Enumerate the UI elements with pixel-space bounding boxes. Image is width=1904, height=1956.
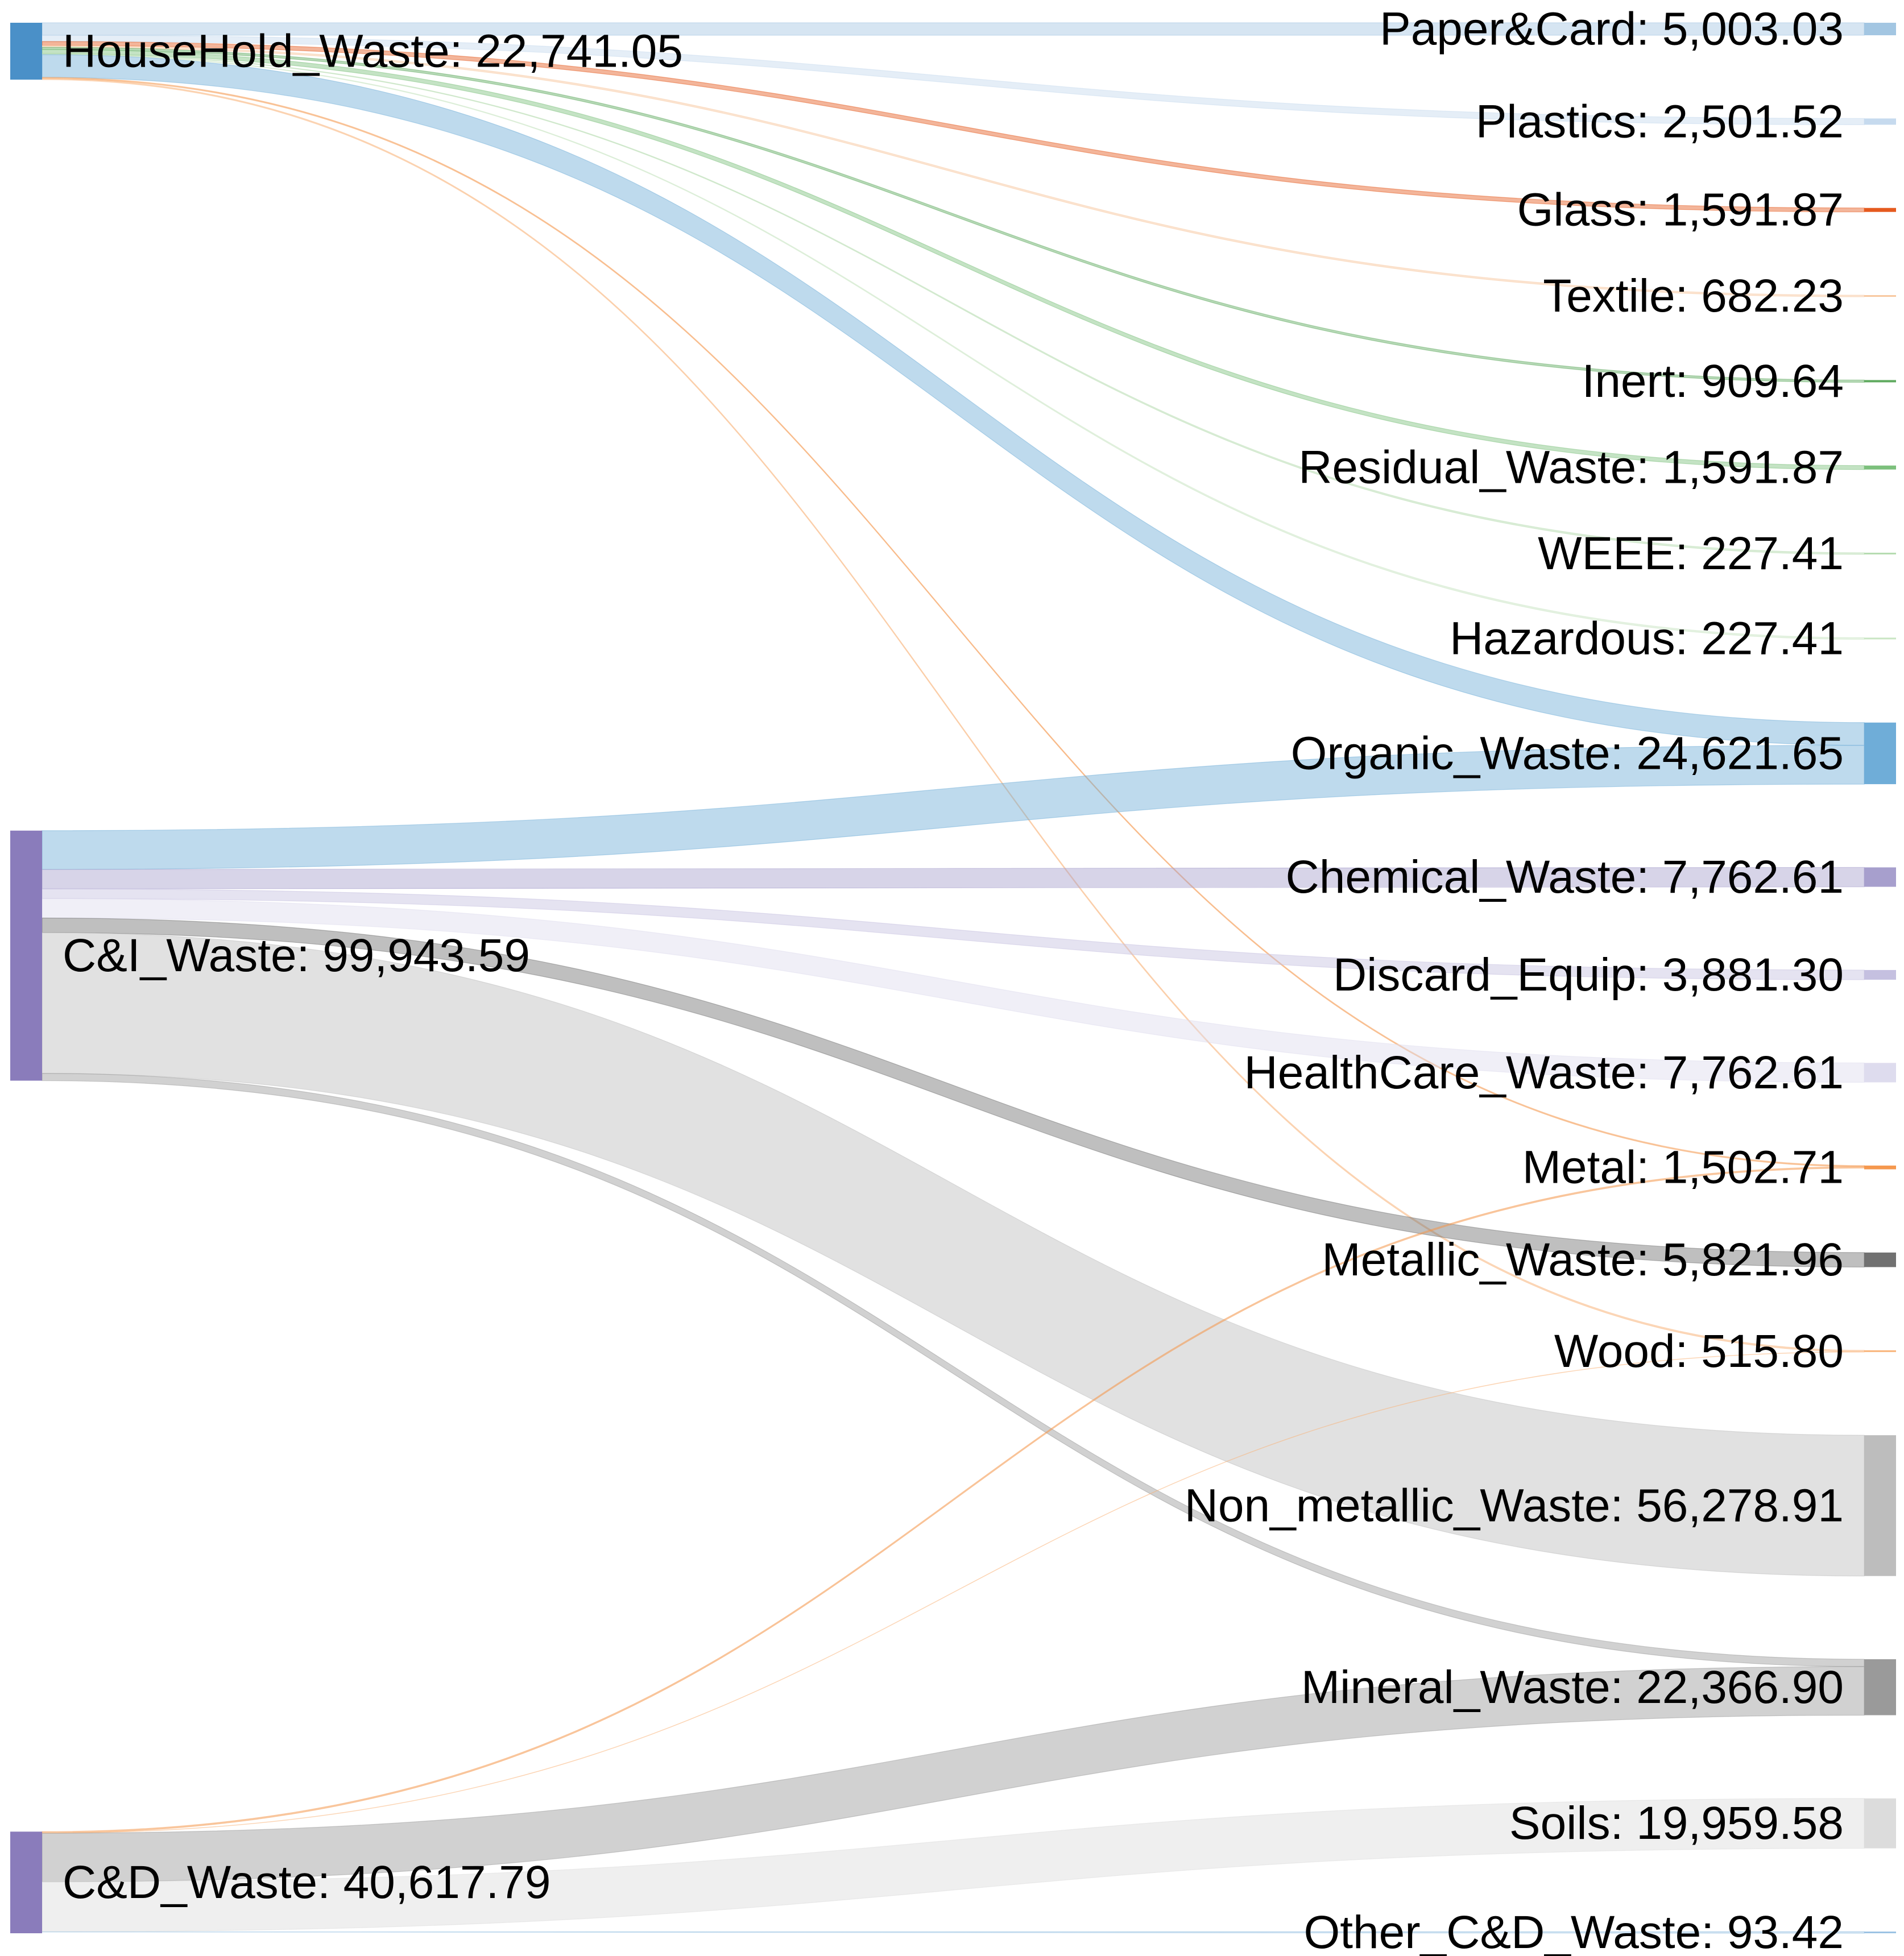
source-node-candd-waste <box>10 1831 42 1933</box>
target-node-soils <box>1864 1798 1896 1849</box>
link-candi-waste-to-healthcare-waste <box>42 898 1865 1083</box>
source-label-household-waste: HouseHold_Waste: 22,741.05 <box>63 26 683 77</box>
target-node-metallic-waste <box>1864 1252 1896 1267</box>
target-label-metallic-waste: Metallic_Waste: 5,821.96 <box>1322 1234 1844 1286</box>
target-label-paperandcard: Paper&Card: 5,003.03 <box>1380 3 1844 55</box>
target-label-chemical-waste: Chemical_Waste: 7,762.61 <box>1286 851 1844 903</box>
target-node-hazardous <box>1864 637 1896 640</box>
target-node-weee <box>1864 553 1896 555</box>
target-label-non-metallic-waste: Non_metallic_Waste: 56,278.91 <box>1185 1480 1844 1531</box>
sankey-labels: HouseHold_Waste: 22,741.05 C&I_Waste: 99,… <box>63 3 1844 1956</box>
link-candi-waste-to-discard-equip <box>42 888 1865 980</box>
source-label-candi-waste: C&I_Waste: 99,943.59 <box>63 930 530 981</box>
target-label-other-candd-waste: Other_C&D_Waste: 93.42 <box>1303 1907 1844 1956</box>
target-node-textile <box>1864 295 1896 297</box>
target-label-textile: Textile: 682.23 <box>1543 270 1844 322</box>
target-label-glass: Glass: 1,591.87 <box>1517 184 1844 236</box>
link-candd-waste-to-soils <box>42 1798 1865 1932</box>
target-node-wood <box>1864 1350 1896 1352</box>
target-label-weee: WEEE: 227.41 <box>1538 528 1844 579</box>
target-node-inert <box>1864 380 1896 383</box>
target-label-inert: Inert: 909.64 <box>1582 355 1844 407</box>
target-node-discard-equip <box>1864 969 1896 980</box>
target-node-mineral-waste <box>1864 1659 1896 1715</box>
link-household-waste-to-glass <box>42 41 1865 213</box>
target-label-metal: Metal: 1,502.71 <box>1522 1142 1844 1194</box>
target-label-plastics: Plastics: 2,501.52 <box>1476 96 1844 147</box>
sankey-nodes <box>10 23 1896 1933</box>
link-household-waste-to-plastics <box>42 35 1865 125</box>
target-node-paperandcard <box>1864 23 1896 36</box>
target-label-organic-waste: Organic_Waste: 24,621.65 <box>1291 727 1844 779</box>
target-node-metal <box>1864 1165 1896 1170</box>
target-label-residual-waste: Residual_Waste: 1,591.87 <box>1298 442 1844 494</box>
link-candi-waste-to-metallic-waste <box>42 917 1865 1268</box>
link-candi-waste-to-chemical-waste <box>42 867 1865 889</box>
target-node-residual-waste <box>1864 465 1896 470</box>
target-node-non-metallic-waste <box>1864 1435 1896 1576</box>
link-candi-waste-to-non-metallic-waste <box>42 932 1865 1577</box>
sankey-links <box>42 22 1865 1934</box>
target-node-plastics <box>1864 118 1896 125</box>
target-node-chemical-waste <box>1864 867 1896 887</box>
target-node-glass <box>1864 208 1896 212</box>
target-label-healthcare-waste: HealthCare_Waste: 7,762.61 <box>1244 1047 1844 1099</box>
target-label-soils: Soils: 19,959.58 <box>1509 1797 1844 1849</box>
target-label-wood: Wood: 515.80 <box>1554 1325 1844 1377</box>
target-node-other-candd-waste <box>1864 1932 1896 1933</box>
target-label-discard-equip: Discard_Equip: 3,881.30 <box>1333 949 1844 1001</box>
target-node-healthcare-waste <box>1864 1063 1896 1083</box>
source-label-candd-waste: C&D_Waste: 40,617.79 <box>63 1856 550 1908</box>
source-node-candi-waste <box>10 830 42 1081</box>
target-label-mineral-waste: Mineral_Waste: 22,366.90 <box>1301 1661 1844 1713</box>
source-node-household-waste <box>10 23 42 80</box>
target-label-hazardous: Hazardous: 227.41 <box>1450 612 1844 664</box>
target-node-organic-waste <box>1864 722 1896 785</box>
link-candd-waste-to-wood <box>42 1351 1865 1834</box>
